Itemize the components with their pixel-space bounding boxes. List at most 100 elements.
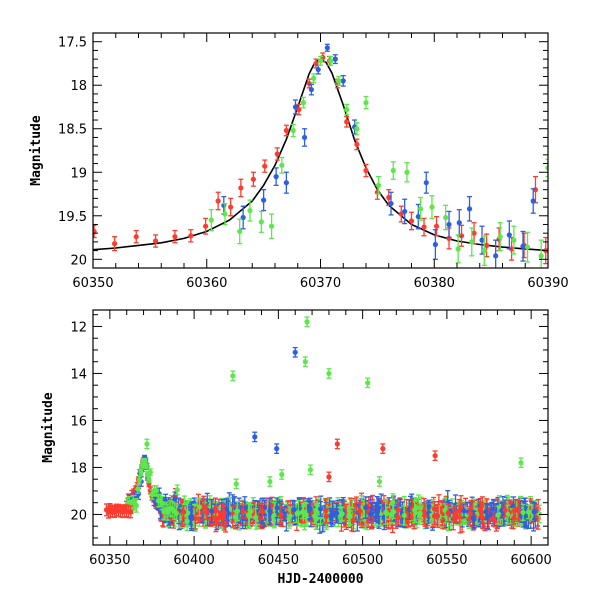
data-point-series-1	[273, 174, 279, 180]
model-curve	[93, 58, 548, 252]
data-point-band	[196, 504, 203, 510]
data-point-band	[461, 508, 467, 514]
data-point-series-1	[340, 78, 346, 84]
data-point-series-0	[152, 238, 159, 244]
data-point-outburst	[136, 477, 143, 483]
data-point-outlier	[432, 453, 438, 459]
data-point-outburst	[147, 469, 153, 475]
data-point-band	[477, 507, 483, 513]
data-point-outlier	[292, 349, 298, 355]
data-point-outburst	[165, 509, 171, 515]
data-point-outburst	[138, 469, 144, 475]
data-point-band	[531, 509, 537, 515]
data-point-series-0	[344, 119, 350, 125]
data-point-series-2	[363, 100, 369, 106]
x-tick-label: 60360	[186, 276, 227, 291]
data-point-band	[240, 508, 246, 515]
data-point-series-2	[418, 206, 424, 212]
data-point-series-1	[315, 66, 321, 73]
data-point-series-0	[228, 204, 234, 210]
x-tick-label: 60450	[258, 553, 299, 568]
data-point-band	[339, 511, 345, 517]
data-point-band	[192, 515, 198, 522]
data-point-band	[368, 511, 374, 517]
data-point-band	[300, 509, 306, 516]
data-point-band	[189, 515, 195, 522]
data-point-series-1	[261, 197, 267, 203]
data-point-band	[470, 515, 476, 521]
data-point-series-2	[279, 162, 285, 168]
y-tick-label: 14	[70, 367, 87, 382]
x-tick-label: 60600	[510, 553, 551, 568]
data-point-band	[347, 513, 353, 519]
data-point-band	[505, 511, 511, 518]
data-point-series-1	[479, 237, 485, 243]
data-point-series-1	[402, 208, 408, 215]
y-tick-label: 17.5	[58, 36, 87, 51]
data-point-series-1	[283, 180, 289, 186]
data-point-series-0	[262, 163, 268, 169]
data-point-series-2	[344, 106, 350, 113]
y-tick-label: 18	[70, 461, 87, 476]
data-point-series-0	[283, 127, 289, 134]
x-tick-label: 60400	[173, 553, 214, 568]
data-point-band	[269, 502, 275, 508]
data-point-band	[490, 516, 496, 522]
data-point-band	[390, 499, 396, 505]
data-point-series-2	[317, 58, 324, 64]
data-point-series-0	[471, 230, 477, 236]
data-point-series-2	[455, 246, 461, 252]
data-point-band	[232, 514, 238, 520]
data-point-series-2	[524, 244, 531, 250]
data-point-outburst	[172, 496, 178, 502]
data-point-series-1	[292, 104, 299, 110]
data-point-series-1	[506, 232, 512, 238]
y-tick-label: 19.5	[58, 210, 87, 225]
data-point-outlier	[380, 446, 386, 452]
data-point-series-1	[415, 214, 421, 220]
x-tick-label: 60350	[89, 553, 130, 568]
data-point-series-2	[538, 253, 544, 259]
data-point-series-0	[215, 198, 221, 204]
x-tick-label: 60380	[414, 276, 455, 291]
data-point-series-0	[112, 241, 118, 247]
data-point-series-0	[433, 223, 440, 229]
data-point-quiescent	[128, 509, 134, 515]
data-point-outlier	[304, 319, 310, 325]
data-point-series-2	[443, 214, 449, 221]
data-point-series-0	[386, 194, 392, 201]
data-point-series-2	[208, 217, 214, 223]
y-tick-label: 20	[70, 253, 87, 268]
data-point-series-1	[388, 200, 394, 207]
data-point-series-2	[237, 228, 243, 235]
data-point-outlier	[376, 478, 383, 485]
data-point-band	[317, 506, 324, 512]
data-point-series-0	[238, 185, 244, 191]
data-point-series-0	[250, 176, 256, 182]
data-point-series-2	[404, 169, 410, 175]
data-point-band	[421, 508, 427, 514]
data-point-band	[323, 513, 329, 519]
data-point-band	[234, 508, 241, 514]
y-tick-label: 18	[70, 79, 87, 94]
data-point-series-1	[530, 198, 536, 204]
y-axis-label: Magnitude	[41, 392, 56, 463]
data-point-band	[181, 509, 187, 515]
data-point-outburst	[146, 476, 152, 482]
data-point-outburst	[135, 486, 141, 492]
data-point-series-0	[172, 234, 178, 240]
data-point-band	[520, 509, 526, 516]
data-point-outlier	[302, 359, 308, 365]
data-point-series-2	[222, 211, 228, 217]
data-point-band	[495, 512, 501, 518]
data-point-series-2	[545, 165, 548, 171]
data-point-series-2	[354, 126, 360, 132]
data-point-outburst	[142, 458, 148, 464]
data-point-band	[291, 506, 297, 513]
data-point-series-1	[466, 206, 473, 212]
data-point-band	[458, 504, 464, 510]
data-point-band	[431, 506, 438, 512]
data-point-band	[452, 511, 458, 517]
data-point-band	[426, 503, 432, 509]
data-point-band	[271, 512, 277, 518]
